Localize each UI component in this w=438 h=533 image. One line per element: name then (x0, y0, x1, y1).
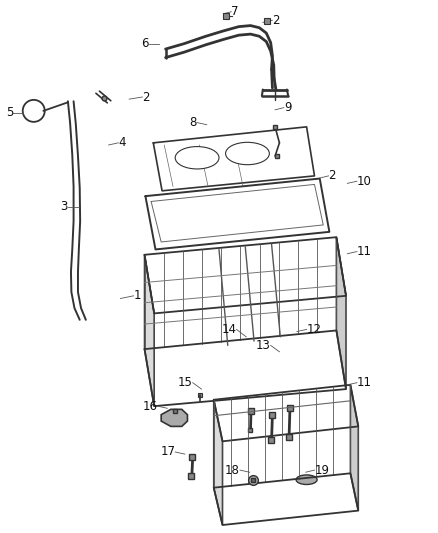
Text: 1: 1 (134, 289, 141, 302)
Text: 15: 15 (178, 376, 193, 389)
Text: 13: 13 (256, 339, 271, 352)
Polygon shape (336, 237, 346, 389)
Text: 10: 10 (357, 175, 372, 188)
Polygon shape (161, 409, 187, 426)
Text: 2: 2 (272, 14, 280, 27)
Text: 2: 2 (328, 169, 336, 182)
Text: 4: 4 (118, 136, 126, 149)
Ellipse shape (296, 475, 317, 484)
Text: 8: 8 (190, 116, 197, 129)
Text: 11: 11 (357, 245, 372, 258)
Text: 9: 9 (284, 101, 291, 114)
Text: 12: 12 (307, 323, 321, 336)
Text: 5: 5 (6, 107, 13, 119)
Text: 16: 16 (143, 400, 158, 413)
Text: 6: 6 (141, 37, 149, 50)
Text: 19: 19 (314, 464, 329, 477)
Text: 17: 17 (160, 446, 175, 458)
Text: 2: 2 (142, 91, 150, 103)
Ellipse shape (226, 142, 269, 165)
Ellipse shape (175, 147, 219, 169)
Polygon shape (145, 255, 154, 406)
Text: 3: 3 (60, 200, 68, 213)
Polygon shape (214, 400, 223, 525)
Text: 11: 11 (357, 376, 372, 389)
Text: 14: 14 (222, 323, 237, 336)
Text: 7: 7 (231, 5, 239, 18)
Polygon shape (350, 385, 358, 511)
Text: 18: 18 (225, 464, 240, 477)
